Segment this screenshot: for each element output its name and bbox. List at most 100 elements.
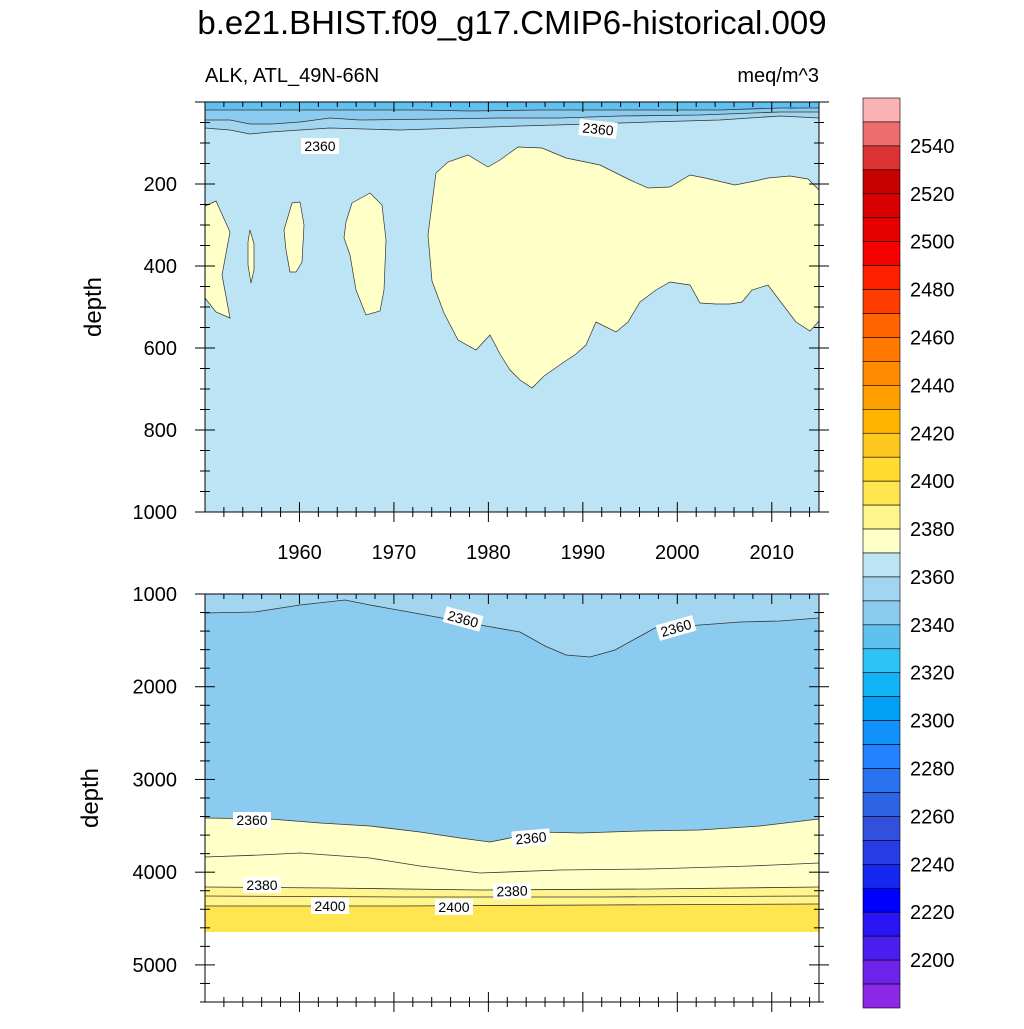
colorbar-swatch (862, 744, 901, 769)
contour-label: 2360 (233, 812, 271, 828)
y-tick-label: 800 (144, 420, 177, 442)
contour-label-text: 2380 (246, 877, 277, 893)
colorbar-swatch (862, 265, 901, 290)
y-tick-label: 1000 (133, 502, 178, 524)
contour-label: 2380 (492, 882, 532, 900)
colorbar-swatch (862, 720, 901, 745)
colorbar-swatch (862, 193, 901, 219)
colorbar-swatch (862, 983, 901, 1009)
colorbar-tick-label: 2520 (910, 184, 955, 206)
colorbar-swatch (862, 432, 901, 458)
y-tick-label: 3000 (133, 769, 178, 791)
contour-label-background (311, 898, 349, 914)
colorbar-labels: 2540 2520 2500 2480 2460 2440 2420 2400 2380 2360… (910, 136, 955, 972)
contour-line (205, 852, 819, 874)
colorbar-tick-label: 2240 (910, 854, 955, 876)
contour-label-background (442, 606, 484, 632)
colorbar-swatch (862, 816, 901, 841)
contour-label-text: 2380 (496, 882, 528, 899)
colorbar-tick-label: 2500 (910, 232, 955, 254)
colorbar-tick-label: 2480 (910, 280, 955, 302)
fill-region-2370-2380 (247, 229, 255, 284)
colorbar-swatch (862, 528, 901, 554)
colorbar-tick-label: 2320 (910, 663, 955, 685)
colorbar-swatch (862, 935, 901, 961)
fill-region-2350-2360 (205, 594, 819, 657)
colorbar-swatch (862, 792, 901, 817)
colorbar-swatch (862, 840, 901, 865)
colorbar-swatch (862, 911, 901, 937)
colorbar-tick-label: 2280 (910, 759, 955, 781)
fill-region-2330-2340 (205, 102, 819, 111)
colorbar-tick-label: 2460 (910, 327, 955, 349)
colorbar-swatch (862, 361, 901, 386)
contour-line (205, 115, 819, 135)
colorbar-swatch (862, 504, 901, 530)
colorbar-tick-label: 2400 (910, 471, 955, 493)
colorbar-swatch (862, 552, 901, 578)
colorbar-swatch (862, 864, 901, 889)
contour-line (205, 107, 819, 112)
x-tick-label: 1980 (466, 542, 511, 564)
colorbar-swatch (862, 121, 901, 147)
colorbar-swatch (862, 768, 901, 793)
y-tick-label: 4000 (133, 862, 178, 884)
colorbar-tick-label: 2420 (910, 423, 955, 445)
x-tick-label: 2010 (750, 542, 795, 564)
contour-label-background (435, 899, 473, 915)
colorbar-tick-label: 2260 (910, 806, 955, 828)
contour-label-background (655, 615, 697, 641)
chart-title: b.e21.BHIST.f09_g17.CMIP6-historical.009 (197, 4, 826, 41)
panel-subtitle-left: ALK, ATL_49N-66N (205, 65, 379, 87)
fill-region-2370-2380 (283, 201, 305, 273)
colorbar-tick-label: 2200 (910, 950, 955, 972)
lower-y-axis: 1000 2000 3000 4000 5000 (133, 584, 829, 1003)
contour-line (205, 599, 819, 658)
contour-label-text: 2360 (304, 138, 335, 154)
x-tick-label: 1960 (277, 542, 322, 564)
colorbar-swatch (862, 672, 901, 697)
fill-region-2370-2380 (205, 200, 231, 319)
colorbar-swatch (862, 648, 901, 674)
contour-line (205, 886, 819, 891)
colorbar-tick-label: 2540 (910, 136, 955, 158)
contour-label-text: 2360 (446, 607, 480, 631)
upper-contour-fill (205, 102, 819, 512)
contour-label-background (233, 812, 271, 828)
colorbar-tick-label: 2300 (910, 711, 955, 733)
contour-line (205, 903, 819, 907)
colorbar-swatch (862, 624, 901, 650)
contour-label: 2400 (435, 899, 473, 915)
contour-label: 2360 (578, 119, 618, 139)
contour-line (205, 817, 819, 843)
upper-y-axis: 200 400 600 800 1000 (133, 101, 829, 524)
lower-y-axis-label: depth (77, 768, 104, 828)
y-tick-label: 400 (144, 256, 177, 278)
y-tick-label: 600 (144, 338, 177, 360)
contour-label-text: 2400 (314, 898, 345, 914)
contour-label: 2360 (301, 138, 339, 154)
colorbar-swatch (862, 313, 901, 338)
contour-label: 2380 (243, 877, 281, 893)
x-tick-label: 1970 (372, 542, 417, 564)
colorbar-tick-label: 2360 (910, 567, 955, 589)
colorbar-swatches (862, 97, 901, 1009)
lower-contour-fill (205, 594, 819, 1002)
colorbar: 2540 2520 2500 2480 2460 2440 2420 2400 2380 2360… (862, 97, 955, 1009)
fill-region-2340-2350 (205, 600, 819, 842)
colorbar-swatch (862, 217, 901, 242)
contour-line (205, 111, 819, 125)
colorbar-swatch (862, 241, 901, 266)
fill-region-2370-2380 (343, 192, 387, 316)
x-tick-label: 1990 (561, 542, 606, 564)
colorbar-swatch (862, 289, 901, 314)
colorbar-swatch (862, 887, 901, 913)
colorbar-swatch (862, 480, 901, 506)
upper-contour-labels: 2360 2360 (301, 119, 618, 154)
y-tick-label: 5000 (133, 955, 178, 977)
colorbar-swatch (862, 409, 901, 434)
contour-label-background (243, 877, 281, 893)
colorbar-swatch (862, 959, 901, 985)
